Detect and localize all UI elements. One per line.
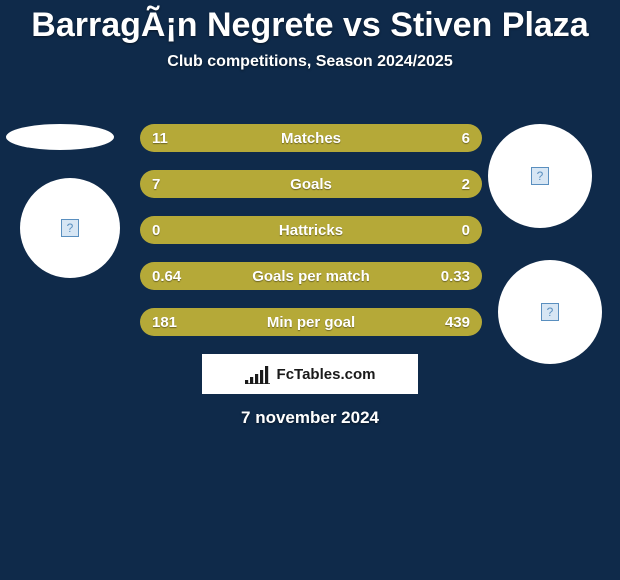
player-avatar-left: ? xyxy=(20,178,120,278)
stat-right-value: 0.33 xyxy=(441,268,470,285)
date-label: 7 november 2024 xyxy=(0,408,620,428)
comparison-canvas: BarragÃ¡n Negrete vs Stiven Plaza Club c… xyxy=(0,0,620,580)
decorative-ellipse xyxy=(6,124,114,150)
avatar-placeholder-icon: ? xyxy=(61,219,79,237)
stat-label: Hattricks xyxy=(140,222,482,239)
page-title: BarragÃ¡n Negrete vs Stiven Plaza xyxy=(0,0,620,45)
stat-row: 0 Hattricks 0 xyxy=(140,216,482,244)
avatar-placeholder-icon: ? xyxy=(541,303,559,321)
stat-right-value: 6 xyxy=(462,130,470,147)
stats-container: 11 Matches 6 7 Goals 2 0 Hattricks 0 0.6… xyxy=(140,124,482,354)
stat-right-value: 0 xyxy=(462,222,470,239)
stat-label: Min per goal xyxy=(140,314,482,331)
stat-row: 11 Matches 6 xyxy=(140,124,482,152)
stat-right-value: 2 xyxy=(462,176,470,193)
stat-row: 7 Goals 2 xyxy=(140,170,482,198)
stat-row: 0.64 Goals per match 0.33 xyxy=(140,262,482,290)
player-avatar-right-top: ? xyxy=(488,124,592,228)
stat-label: Goals xyxy=(140,176,482,193)
branding-text: FcTables.com xyxy=(277,366,376,383)
stat-label: Matches xyxy=(140,130,482,147)
stat-label: Goals per match xyxy=(140,268,482,285)
avatar-placeholder-icon: ? xyxy=(531,167,549,185)
player-avatar-right-bottom: ? xyxy=(498,260,602,364)
stat-row: 181 Min per goal 439 xyxy=(140,308,482,336)
branding-badge: FcTables.com xyxy=(202,354,418,394)
branding-bars-icon xyxy=(245,364,271,384)
stat-right-value: 439 xyxy=(445,314,470,331)
page-subtitle: Club competitions, Season 2024/2025 xyxy=(0,53,620,71)
